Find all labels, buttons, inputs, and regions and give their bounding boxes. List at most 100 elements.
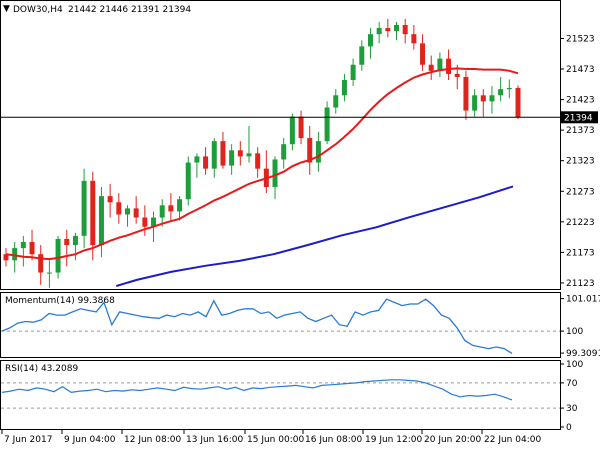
candle-body	[298, 116, 304, 139]
rsi-tick-label: 100	[566, 360, 583, 370]
candle-body	[394, 25, 400, 32]
candle-body	[185, 162, 191, 200]
candle-body	[272, 159, 278, 187]
y-tick-label: 21473	[566, 65, 595, 75]
x-tick-label: 12 Jun 08:00	[124, 435, 181, 445]
candle-body	[428, 64, 434, 71]
momentum-title: Momentum(14) 99.3868	[5, 296, 115, 306]
price-ohlc: 21442 21446 21391 21394	[68, 5, 191, 15]
rsi-panel	[0, 360, 561, 430]
sma-fast-line	[5, 67, 519, 261]
candle-body	[133, 208, 139, 218]
y-tick-label: 21173	[566, 248, 595, 258]
x-tick-label: 7 Jun 2017	[4, 435, 52, 445]
x-tick-label: 22 Jun 04:00	[484, 435, 541, 445]
x-tick-label: 20 Jun 20:00	[424, 435, 481, 445]
y-tick-label: 21323	[566, 157, 595, 167]
x-tick-label: 13 Jun 16:00	[186, 435, 243, 445]
current-price-tag	[561, 111, 598, 124]
candle-body	[90, 180, 96, 246]
axes: 21523 21473 21423 21373 21323 21273 21223 21173…	[1, 34, 600, 445]
candle-body	[333, 95, 339, 108]
current-price-label: 21394	[564, 113, 593, 123]
candle-body	[367, 34, 373, 47]
momentum-series	[1, 298, 560, 354]
candle-body	[29, 241, 35, 255]
momentum-tick-label: 101.0175	[566, 295, 600, 305]
candle-body	[64, 238, 70, 246]
y-tick-label: 21223	[566, 218, 595, 228]
rsi-line	[1, 379, 513, 401]
price-series	[1, 18, 560, 288]
candle-body	[385, 28, 391, 32]
candle-body	[359, 46, 365, 65]
rsi-series	[1, 379, 560, 409]
momentum-panel	[0, 292, 561, 358]
candle-body	[142, 217, 148, 227]
y-tick-label: 21523	[566, 34, 595, 44]
y-tick-label: 21123	[566, 279, 595, 289]
candle-body	[246, 153, 252, 157]
candle-body	[446, 58, 452, 74]
y-tick-label: 21373	[566, 126, 595, 136]
momentum-tick-label: 99.3091	[566, 349, 600, 359]
candle-body	[116, 202, 122, 215]
candle-body	[98, 196, 104, 246]
candle-body	[341, 80, 347, 96]
rsi-tick-label: 30	[566, 404, 578, 414]
candle-body	[3, 254, 9, 261]
price-title: DOW30,H4	[13, 5, 63, 15]
x-tick-label: 19 Jun 12:00	[365, 435, 422, 445]
candle-body	[307, 138, 313, 163]
candle-body	[107, 196, 113, 203]
candle-body	[203, 156, 209, 169]
candle-body	[281, 144, 287, 160]
x-tick-label: 9 Jun 04:00	[64, 435, 116, 445]
x-tick-label: 15 Jun 00:00	[247, 435, 304, 445]
candle-body	[350, 64, 356, 81]
candle-body	[237, 150, 243, 157]
candle-body	[159, 205, 165, 218]
candle-body	[411, 34, 417, 44]
candle-body	[498, 89, 504, 96]
candle-body	[211, 141, 217, 169]
candle-body	[315, 141, 321, 163]
candle-body	[151, 217, 157, 227]
candle-body	[289, 116, 295, 145]
candle-body	[72, 235, 78, 246]
candle-body	[463, 76, 469, 111]
rsi-tick-label: 0	[566, 423, 572, 433]
candle-body	[46, 272, 52, 274]
candle-body	[229, 150, 235, 166]
candle-body	[20, 241, 26, 249]
candle-body	[12, 248, 18, 261]
candle-body	[324, 107, 330, 142]
rsi-tick-label: 70	[566, 379, 578, 389]
y-tick-label: 21273	[566, 187, 595, 197]
candle-body	[506, 87, 512, 90]
momentum-line	[1, 298, 513, 354]
candle-body	[81, 180, 87, 236]
candle-body	[168, 205, 174, 212]
x-tick-label: 16 Jun 08:00	[305, 435, 362, 445]
candle-body	[472, 95, 478, 111]
candle-body	[437, 58, 443, 71]
candle-body	[255, 153, 261, 169]
candle-body	[194, 156, 200, 163]
candle-body	[489, 95, 495, 102]
candle-body	[55, 238, 61, 273]
candle-body	[124, 208, 130, 215]
candle-body	[38, 254, 44, 273]
y-tick-label: 21423	[566, 96, 595, 106]
sma-slow-line	[116, 185, 514, 287]
candle-body	[177, 199, 183, 212]
rsi-title: RSI(14) 43.2089	[5, 364, 78, 374]
momentum-tick-label: 100	[566, 327, 583, 337]
candle-body	[220, 141, 226, 166]
candle-body	[454, 73, 460, 77]
collapse-triangle-icon[interactable]: ▼	[3, 4, 10, 14]
candle-body	[402, 25, 408, 35]
candle-body	[376, 28, 382, 35]
